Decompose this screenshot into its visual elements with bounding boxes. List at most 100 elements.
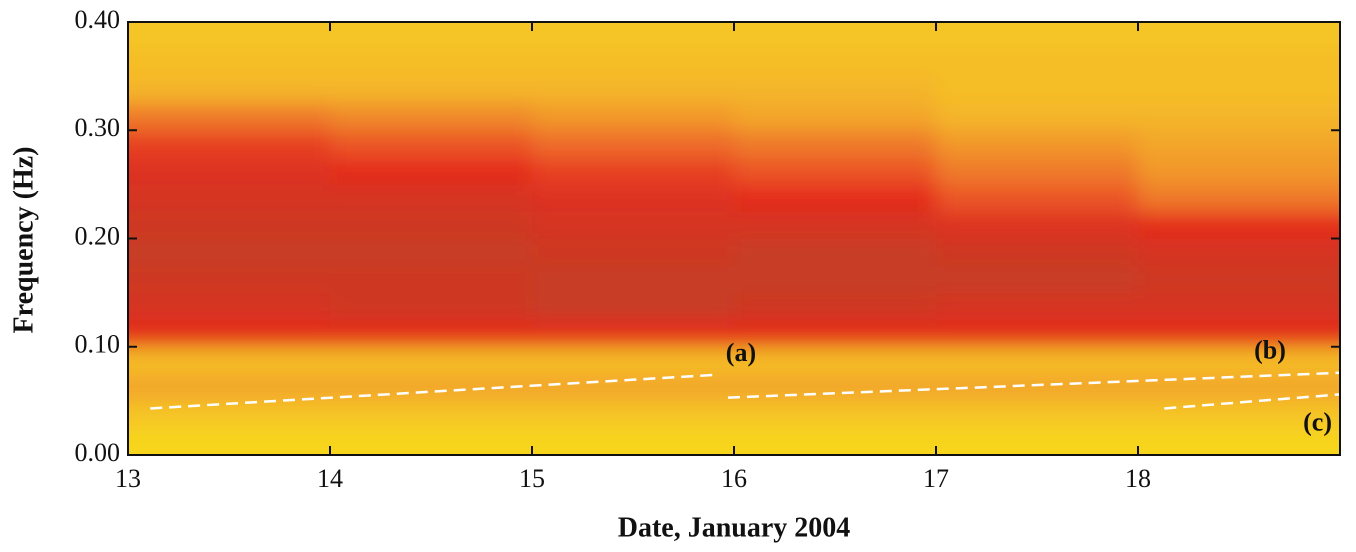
heat-cell xyxy=(532,238,735,267)
heat-cell xyxy=(128,346,331,375)
trend-line xyxy=(1164,393,1340,410)
heat-cell xyxy=(734,292,937,321)
heat-cell xyxy=(532,157,735,185)
heat-cell xyxy=(1138,265,1340,294)
heat-cell xyxy=(734,184,937,212)
y-tick-label: 0.30 xyxy=(75,113,121,142)
heat-cell xyxy=(734,130,937,158)
heat-cell xyxy=(936,238,1139,267)
heat-cell xyxy=(936,346,1139,375)
heat-cell xyxy=(936,400,1139,429)
heat-cell xyxy=(532,427,735,455)
heat-cell xyxy=(734,319,937,348)
heat-cell xyxy=(1138,292,1340,321)
heat-cell xyxy=(532,130,735,158)
heat-cell xyxy=(734,346,937,375)
x-tick-label: 18 xyxy=(1125,464,1151,493)
heat-cell xyxy=(128,319,331,348)
spectrogram xyxy=(128,22,1340,455)
heat-cell xyxy=(330,346,533,375)
heat-cell xyxy=(128,292,331,321)
heat-cell xyxy=(330,22,533,50)
heat-cell xyxy=(936,427,1139,455)
heat-cell xyxy=(128,103,331,131)
heat-cell xyxy=(1138,211,1340,239)
heat-cell xyxy=(128,157,331,185)
heat-cell xyxy=(330,319,533,348)
heat-cell xyxy=(734,157,937,185)
heat-cell xyxy=(734,265,937,294)
heat-cell xyxy=(936,130,1139,158)
y-tick-label: 0.00 xyxy=(75,438,121,467)
heat-cell xyxy=(128,76,331,104)
heat-cell xyxy=(1138,238,1340,267)
heat-cell xyxy=(532,346,735,375)
heat-cell xyxy=(1138,346,1340,375)
heat-cell xyxy=(1138,400,1340,429)
heat-cell xyxy=(330,238,533,267)
x-axis-title: Date, January 2004 xyxy=(618,512,851,543)
heat-cell xyxy=(1138,157,1340,185)
heat-cell xyxy=(532,22,735,50)
x-tick-label: 13 xyxy=(115,464,141,493)
heat-cell xyxy=(936,265,1139,294)
heat-cell xyxy=(532,76,735,104)
heat-cell xyxy=(936,211,1139,239)
heat-cell xyxy=(734,103,937,131)
heat-cell xyxy=(532,292,735,321)
heat-cell xyxy=(734,211,937,239)
heat-cell xyxy=(532,211,735,239)
heat-cell xyxy=(330,211,533,239)
x-tick-label: 15 xyxy=(519,464,545,493)
heat-cell xyxy=(936,76,1139,104)
series-label: (a) xyxy=(726,338,756,367)
heat-cell xyxy=(330,130,533,158)
heat-cell xyxy=(936,184,1139,212)
heat-cell xyxy=(734,76,937,104)
x-tick-label: 17 xyxy=(923,464,949,493)
heat-cell xyxy=(1138,319,1340,348)
heat-cell xyxy=(128,238,331,267)
heat-cell xyxy=(330,400,533,429)
heat-cell xyxy=(128,400,331,429)
heat-cell xyxy=(128,265,331,294)
heat-cell xyxy=(1138,103,1340,131)
heat-cell xyxy=(936,49,1139,77)
heat-cell xyxy=(128,130,331,158)
y-tick-label: 0.40 xyxy=(75,5,121,34)
series-label: (c) xyxy=(1303,407,1332,436)
heat-cell xyxy=(936,157,1139,185)
heat-cell xyxy=(128,373,331,402)
heat-cell xyxy=(734,22,937,50)
heat-cell xyxy=(330,265,533,294)
heat-cell xyxy=(734,238,937,267)
heat-cell xyxy=(330,157,533,185)
y-tick-label: 0.10 xyxy=(75,330,121,359)
heat-cell xyxy=(330,103,533,131)
heat-cell xyxy=(1138,427,1340,455)
heat-cell xyxy=(330,292,533,321)
heat-cell xyxy=(936,103,1139,131)
heat-cell xyxy=(532,49,735,77)
heat-cell xyxy=(734,49,937,77)
heat-cell xyxy=(128,49,331,77)
heat-cell xyxy=(936,319,1139,348)
heat-cell xyxy=(734,427,937,455)
heat-cell xyxy=(330,49,533,77)
heat-cell xyxy=(936,292,1139,321)
heat-cell xyxy=(330,76,533,104)
heat-cell xyxy=(532,184,735,212)
heat-cell xyxy=(532,103,735,131)
heat-cell xyxy=(532,265,735,294)
heat-cell xyxy=(128,184,331,212)
heat-cell xyxy=(128,211,331,239)
heat-cell xyxy=(330,427,533,455)
heat-cell xyxy=(1138,130,1340,158)
heat-cell xyxy=(734,400,937,429)
y-axis-title: Frequency (Hz) xyxy=(8,147,39,334)
heat-cell xyxy=(532,400,735,429)
heat-cell xyxy=(330,184,533,212)
heat-cell xyxy=(1138,49,1340,77)
heat-cell xyxy=(734,373,937,402)
